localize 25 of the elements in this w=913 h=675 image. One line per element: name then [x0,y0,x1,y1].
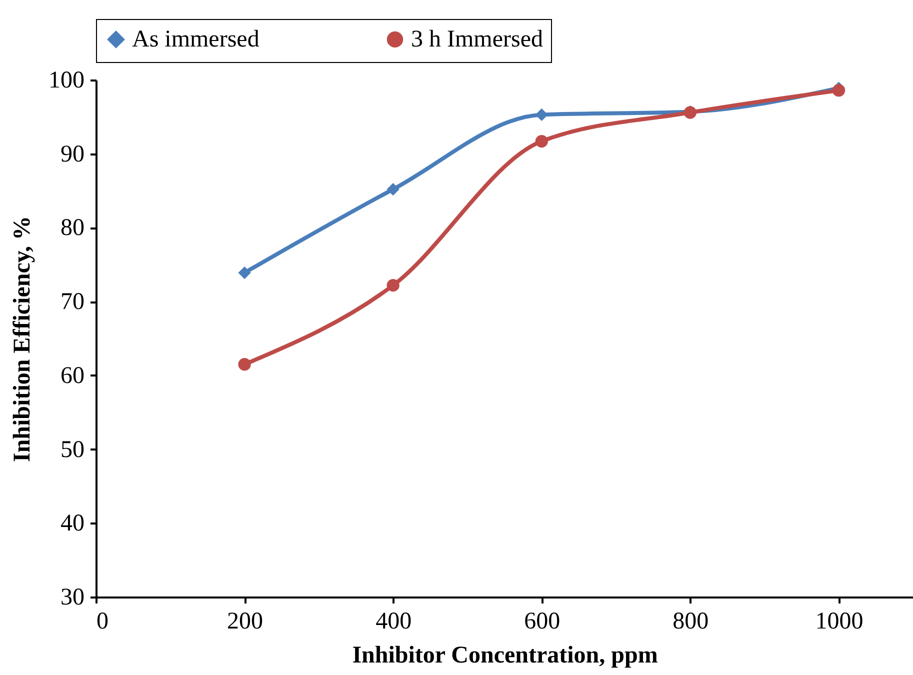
y-tick-label: 60 [60,362,84,389]
point [535,108,548,122]
legend-label: As immersed [132,26,260,52]
y-tick-label: 40 [60,510,84,537]
x-tick-label: 200 [227,608,264,634]
y-tick-label: 100 [48,68,84,94]
point [832,84,846,97]
x-tick-label: 600 [524,608,560,634]
point [535,134,548,148]
y-tick-label: 70 [60,289,84,316]
x-tick-label: 800 [672,608,709,634]
point [238,358,251,371]
legend-label: 3 h Immersed [411,26,543,52]
point [238,266,251,280]
point [386,279,400,292]
y-tick-label: 50 [60,436,84,463]
x-axis-title: Inhibitor Concentration, ppm [352,642,658,668]
y-axis-title: Inhibition Efficiency, % [10,216,36,462]
point [386,182,400,196]
y-tick-label: 30 [60,584,84,610]
x-tick-label: 0 [96,608,108,634]
x-tick-label: 400 [376,608,412,634]
y-tick-label: 90 [60,141,84,168]
x-tick-label: 1000 [815,608,864,634]
y-tick-label: 80 [60,215,84,242]
